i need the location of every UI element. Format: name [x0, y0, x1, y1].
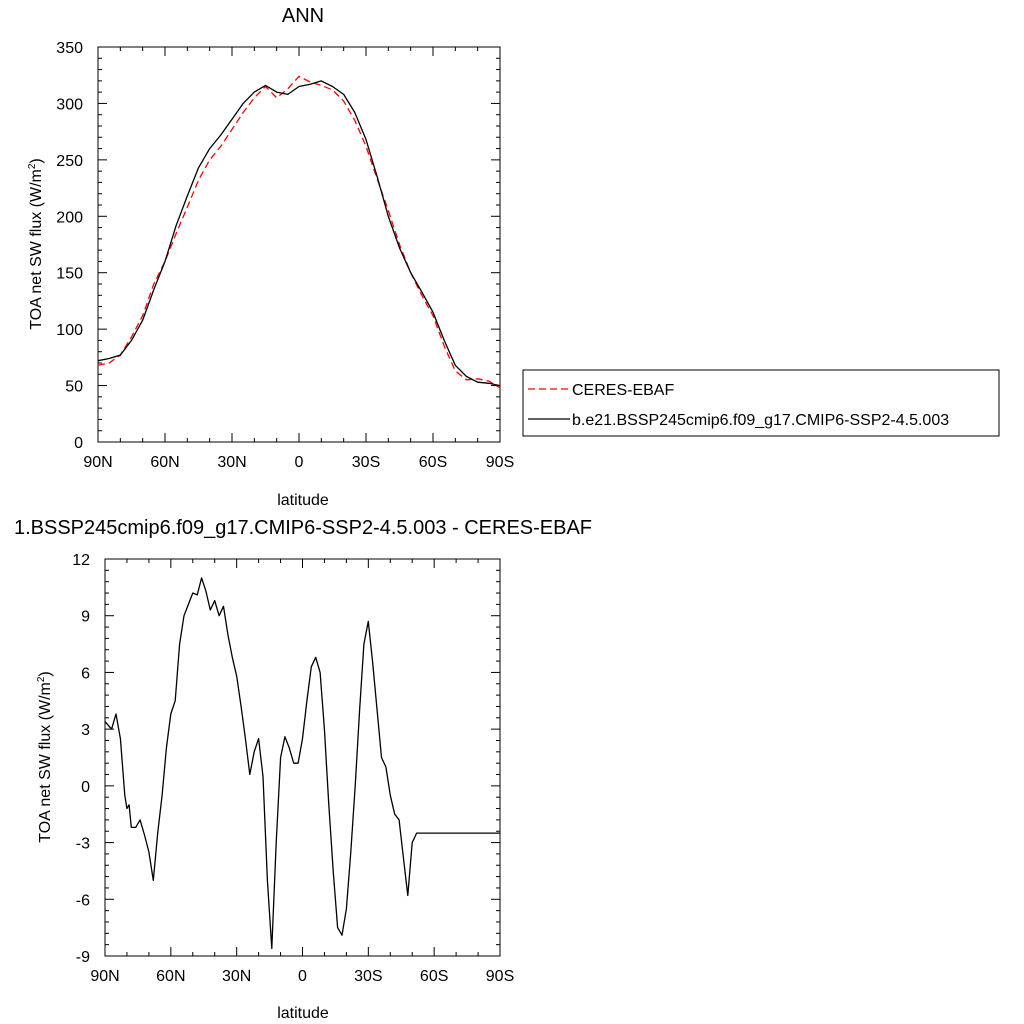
- bottom-y-tick-label: 3: [81, 722, 90, 739]
- bottom-y-tick-label: 12: [72, 552, 90, 569]
- top-x-tick-label: 60N: [150, 454, 179, 471]
- bottom-x-tick-label: 90N: [90, 968, 119, 985]
- bottom-y-axis-label: TOA net SW flux (W/m2): [36, 671, 54, 843]
- top-series-line-0: [97, 75, 501, 389]
- bottom-y-tick-label: -6: [76, 892, 90, 909]
- top-y-axis-label: TOA net SW flux (W/m2): [27, 158, 45, 330]
- bottom-series-lines: [104, 577, 500, 950]
- bottom-plot-frame: [104, 558, 501, 957]
- legend-label-model: b.e21.BSSP245cmip6.f09_g17.CMIP6-SSP2-4.…: [572, 412, 949, 429]
- bottom-x-tick-label: 30N: [222, 968, 251, 985]
- top-y-tick-label: 300: [56, 96, 83, 113]
- bottom-y-tick-label: -9: [76, 949, 90, 966]
- top-series-line-1: [97, 80, 501, 387]
- top-y-tick-label: 250: [56, 153, 83, 170]
- bottom-chart-panel: 1.BSSP245cmip6.f09_g17.CMIP6-SSP2-4.5.00…: [14, 517, 592, 1022]
- top-chart-panel: ANN 90N 60N 30N 0 30S 60S 90S 0 50 100 150 200 250 30…: [27, 5, 514, 509]
- legend-box: [522, 369, 1000, 437]
- top-chart-title: ANN: [282, 5, 324, 27]
- bottom-x-tick-label: 60S: [420, 968, 448, 985]
- top-y-tick-label: 150: [56, 266, 83, 283]
- bottom-x-tick-label: 90S: [486, 968, 514, 985]
- top-x-tick-label: 90S: [486, 454, 514, 471]
- legend-label-ceres: CERES-EBAF: [572, 382, 674, 399]
- top-y-tick-label: 200: [56, 209, 83, 226]
- top-y-tick-label: 100: [56, 322, 83, 339]
- legend: CERES-EBAF b.e21.BSSP245cmip6.f09_g17.CM…: [522, 369, 1000, 437]
- bottom-x-axis-label: latitude: [277, 1005, 329, 1022]
- top-x-tick-label: 90N: [83, 454, 112, 471]
- bottom-x-tick-label: 60N: [156, 968, 185, 985]
- bottom-x-tick-label: 0: [298, 968, 307, 985]
- bottom-chart-title: 1.BSSP245cmip6.f09_g17.CMIP6-SSP2-4.5.00…: [14, 517, 592, 539]
- top-x-tick-label: 30N: [217, 454, 246, 471]
- top-y-tick-label: 350: [56, 40, 83, 57]
- bottom-y-tick-label: 0: [81, 779, 90, 796]
- top-x-tick-label: 0: [295, 454, 304, 471]
- bottom-series-line-0: [104, 577, 500, 950]
- top-x-tick-label: 60S: [419, 454, 447, 471]
- top-y-tick-label: 50: [65, 379, 83, 396]
- top-plot-frame: [97, 46, 501, 443]
- top-y-tick-label: 0: [74, 435, 83, 452]
- bottom-y-tick-label: 6: [81, 665, 90, 682]
- top-x-axis-label: latitude: [277, 492, 329, 509]
- bottom-axis-ticks: 90N 60N 30N 0 30S 60S 90S -9 -6 -3 0 3 6 9 12: [72, 552, 514, 985]
- bottom-y-tick-label: -3: [76, 836, 90, 853]
- top-axis-ticks: 90N 60N 30N 0 30S 60S 90S 0 50 100 150 200 250 300 350: [56, 40, 514, 471]
- top-x-tick-label: 30S: [352, 454, 380, 471]
- bottom-y-tick-label: 9: [81, 609, 90, 626]
- top-series-lines: [97, 75, 501, 389]
- bottom-x-tick-label: 30S: [354, 968, 382, 985]
